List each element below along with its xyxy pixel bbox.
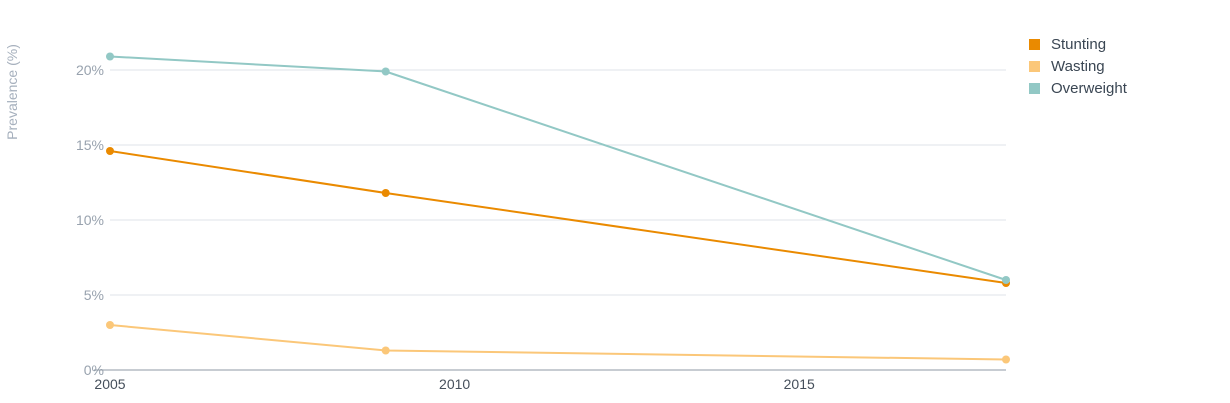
legend-swatch: [1029, 82, 1040, 94]
x-axis-ticks: 2005 2010 2015: [94, 376, 815, 392]
gridlines: [110, 69, 1006, 296]
series-line-overweight: [109, 55, 1007, 281]
series-group: [106, 52, 1010, 364]
y-tick-label: 0%: [84, 362, 104, 378]
legend-swatch: [1029, 38, 1040, 50]
legend-item-stunting[interactable]: Stunting: [1029, 33, 1219, 55]
legend-label: Overweight: [1051, 79, 1127, 97]
y-axis-ticks: 0% 5% 10% 15% 20%: [76, 62, 104, 378]
series-line-wasting: [109, 324, 1007, 361]
legend-item-wasting[interactable]: Wasting: [1029, 55, 1219, 77]
y-tick-label: 10%: [76, 212, 104, 228]
legend-label: Wasting: [1051, 57, 1105, 75]
legend: Stunting Wasting Overweight: [1029, 33, 1219, 99]
data-point-overweight[interactable]: [106, 52, 114, 61]
x-tick-label: 2010: [439, 376, 470, 392]
legend-item-overweight[interactable]: Overweight: [1029, 77, 1219, 99]
y-tick-label: 15%: [76, 137, 104, 153]
data-point-wasting[interactable]: [381, 346, 390, 355]
series-line-stunting: [109, 150, 1007, 284]
data-point-overweight[interactable]: [1002, 276, 1010, 284]
data-point-wasting[interactable]: [1002, 355, 1010, 364]
y-axis-label: Prevalence (%): [4, 44, 20, 140]
y-tick-label: 5%: [84, 287, 104, 303]
legend-label: Stunting: [1051, 35, 1107, 53]
data-point-stunting[interactable]: [106, 147, 114, 155]
y-tick-label: 20%: [76, 62, 104, 78]
data-point-overweight[interactable]: [381, 67, 390, 76]
data-point-stunting[interactable]: [381, 189, 390, 197]
legend-swatch: [1029, 60, 1040, 72]
data-point-wasting[interactable]: [106, 321, 114, 329]
x-tick-label: 2005: [94, 376, 125, 392]
x-tick-label: 2015: [784, 376, 815, 392]
